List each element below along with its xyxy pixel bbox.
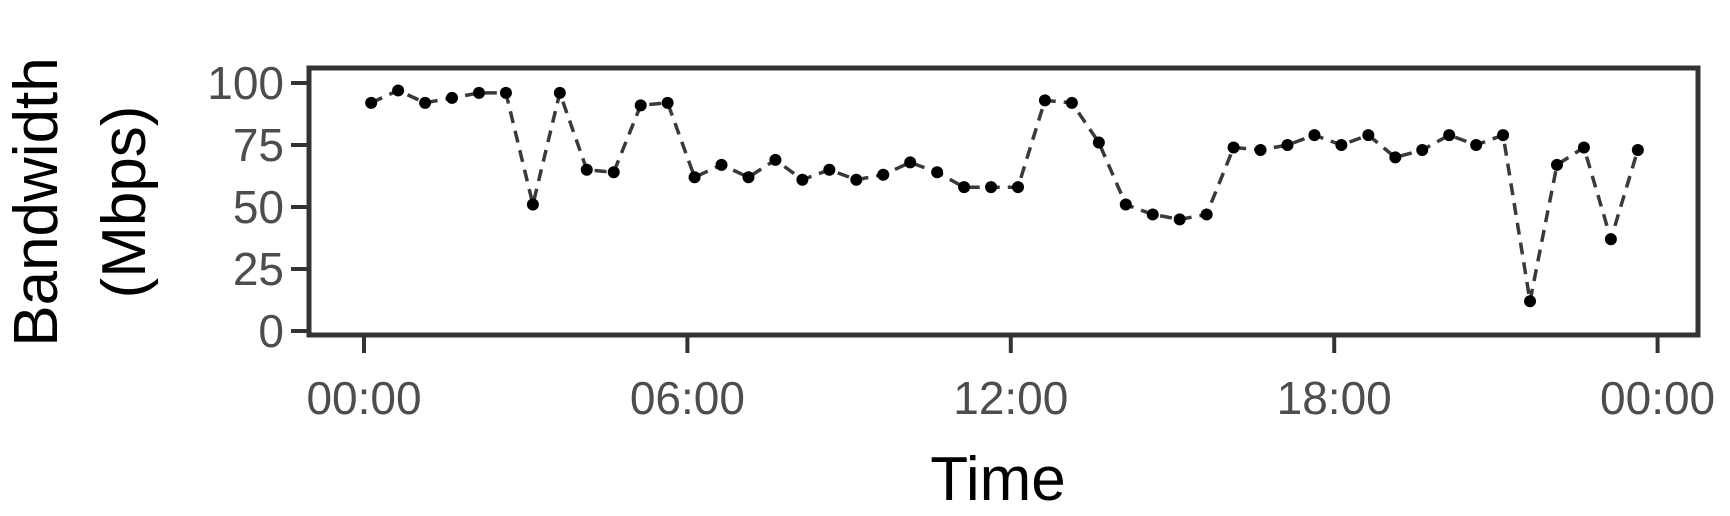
y-axis-title-line-1: Bandwidth: [2, 57, 71, 347]
data-point-0: [365, 96, 378, 109]
x-axis: 00:00 06:00 12:00 18:00 00:00: [306, 335, 1715, 424]
y-tick-label-1: 25: [233, 243, 284, 295]
data-point-27: [1092, 136, 1105, 149]
x-tick-label-1: 06:00: [630, 372, 745, 424]
data-point-43: [1524, 295, 1537, 308]
y-axis-title: Bandwidth (Mbps): [2, 57, 159, 347]
data-point-21: [931, 166, 944, 179]
x-tick-label-0: 00:00: [306, 372, 421, 424]
data-point-30: [1173, 213, 1186, 226]
data-point-28: [1119, 198, 1132, 211]
data-point-29: [1146, 208, 1159, 221]
data-point-45: [1577, 141, 1590, 154]
data-point-44: [1550, 158, 1563, 171]
data-point-15: [769, 153, 782, 166]
data-point-46: [1604, 233, 1617, 246]
data-point-39: [1416, 143, 1429, 156]
data-point-2: [419, 96, 432, 109]
x-tick-label-3: 18:00: [1277, 372, 1392, 424]
data-point-12: [688, 171, 701, 184]
y-tick-label-3: 75: [233, 119, 284, 171]
data-point-9: [607, 166, 620, 179]
y-tick-label-0: 0: [258, 305, 284, 357]
data-point-17: [823, 163, 836, 176]
data-point-23: [985, 181, 998, 194]
data-point-16: [796, 173, 809, 186]
data-point-38: [1389, 151, 1402, 164]
y-tick-label-2: 50: [233, 181, 284, 233]
data-point-33: [1254, 143, 1267, 156]
series-layer: [365, 84, 1644, 308]
data-point-4: [472, 86, 485, 99]
data-point-24: [1011, 181, 1024, 194]
data-point-14: [742, 171, 755, 184]
data-point-10: [634, 99, 647, 112]
data-point-3: [446, 91, 459, 104]
data-point-41: [1470, 139, 1483, 151]
data-point-22: [958, 181, 971, 194]
data-point-8: [580, 163, 593, 176]
data-point-20: [904, 156, 917, 169]
data-point-13: [715, 158, 728, 171]
data-point-37: [1362, 129, 1375, 142]
data-point-47: [1631, 143, 1644, 156]
data-point-42: [1497, 129, 1510, 142]
data-point-32: [1227, 141, 1240, 154]
data-point-18: [850, 173, 863, 186]
x-tick-label-4: 00:00: [1600, 372, 1715, 424]
x-tick-label-2: 12:00: [953, 372, 1068, 424]
data-point-26: [1065, 96, 1078, 109]
y-axis: 0 25 50 75 100: [207, 57, 309, 357]
data-point-34: [1281, 139, 1294, 151]
data-point-6: [526, 198, 539, 211]
y-axis-title-line-2: (Mbps): [90, 106, 159, 299]
data-point-19: [877, 168, 890, 181]
y-tick-label-4: 100: [207, 57, 284, 109]
data-point-1: [392, 84, 405, 97]
plot-panel: [306, 65, 1701, 338]
data-point-25: [1038, 94, 1051, 107]
data-point-35: [1308, 129, 1321, 142]
data-point-7: [553, 86, 566, 99]
data-point-31: [1200, 208, 1213, 221]
data-point-5: [499, 86, 512, 99]
data-point-36: [1335, 139, 1348, 151]
data-point-40: [1443, 129, 1456, 142]
x-axis-title: Time: [930, 445, 1065, 514]
data-point-11: [661, 96, 674, 109]
